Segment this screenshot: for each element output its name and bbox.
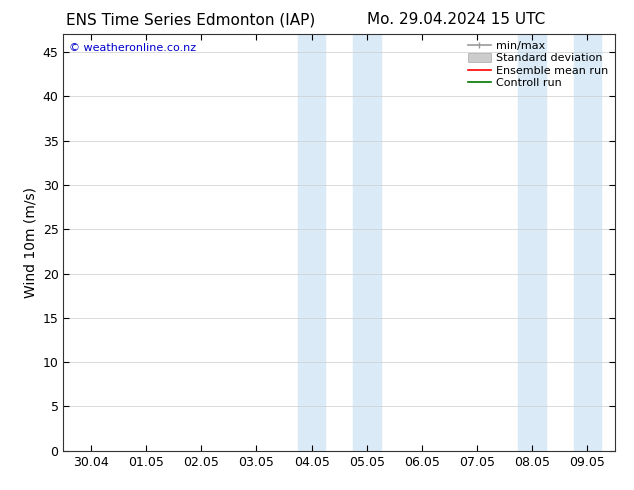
Text: © weatheronline.co.nz: © weatheronline.co.nz <box>69 43 196 52</box>
Bar <box>353 34 380 451</box>
Text: Mo. 29.04.2024 15 UTC: Mo. 29.04.2024 15 UTC <box>367 12 546 27</box>
Text: ENS Time Series Edmonton (IAP): ENS Time Series Edmonton (IAP) <box>65 12 315 27</box>
Legend: min/max, Standard deviation, Ensemble mean run, Controll run: min/max, Standard deviation, Ensemble me… <box>465 38 612 92</box>
Y-axis label: Wind 10m (m/s): Wind 10m (m/s) <box>23 187 37 298</box>
Bar <box>298 34 325 451</box>
Bar <box>574 34 601 451</box>
Bar <box>519 34 546 451</box>
